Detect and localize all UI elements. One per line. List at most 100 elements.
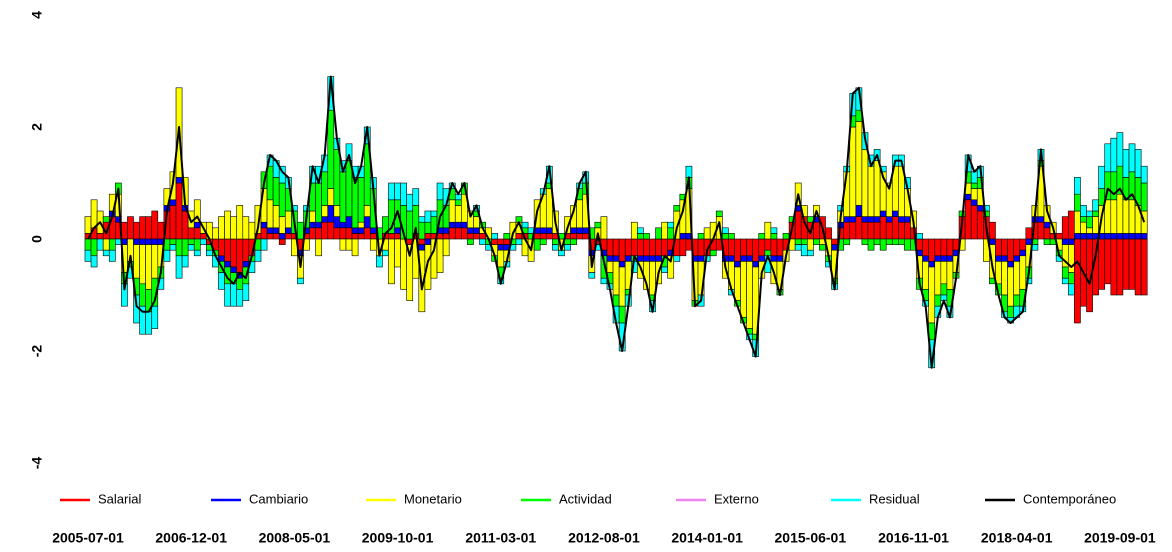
bar-segment <box>260 227 268 240</box>
bar-segment <box>84 249 92 262</box>
x-tick-label: 2006-12-01 <box>155 530 227 546</box>
bar-segment <box>758 255 766 262</box>
bar-segment <box>600 216 608 240</box>
bar-segment <box>363 205 371 217</box>
bar-segment <box>612 255 620 262</box>
bar-segment <box>722 233 729 240</box>
bar-segment <box>394 182 401 201</box>
bar-segment <box>630 238 638 257</box>
bar-segment <box>382 249 389 257</box>
bar-segment <box>424 233 432 240</box>
bar-segment <box>212 227 219 240</box>
bar-segment <box>1001 238 1008 257</box>
bar-segment <box>351 227 359 234</box>
bar-segment <box>831 244 838 251</box>
bar-segment <box>843 221 851 240</box>
bar-segment <box>1104 199 1112 234</box>
bar-segment <box>479 233 486 240</box>
bar-segment <box>1068 210 1075 240</box>
bar-segment <box>758 233 766 240</box>
bar-segment <box>1043 238 1051 245</box>
bar-segment <box>151 238 159 245</box>
bar-segment <box>776 238 784 257</box>
bar-segment <box>1140 182 1148 212</box>
bar-segment <box>564 238 571 245</box>
bar-segment <box>254 249 262 262</box>
bar-segment <box>218 238 225 257</box>
bar-segment <box>1092 216 1099 234</box>
bar-segment <box>867 238 875 251</box>
y-tick-label: 4 <box>29 11 45 19</box>
bar-segment <box>964 193 972 201</box>
bar-segment <box>843 216 851 223</box>
bar-segment <box>461 227 468 240</box>
bar-segment <box>497 244 505 251</box>
bar-segment <box>679 238 687 257</box>
bar-segment <box>315 221 322 229</box>
bar-segment <box>515 238 523 245</box>
bar-segment <box>806 249 814 257</box>
bar-segment <box>922 238 929 257</box>
bar-segment <box>108 238 116 251</box>
bar-segment <box>728 238 735 257</box>
bar-segment <box>946 261 954 290</box>
legend-label: Externo <box>714 491 759 506</box>
bar-segment <box>1019 249 1027 257</box>
bar-segment <box>388 238 395 285</box>
bar-segment <box>376 255 383 268</box>
bar-segment <box>655 227 662 240</box>
bar-segment <box>539 233 547 240</box>
bar-segment <box>1098 238 1106 290</box>
bar-segment <box>224 261 231 268</box>
bar-segment <box>139 238 146 245</box>
bar-segment <box>1110 199 1118 234</box>
bar-segment <box>503 238 511 245</box>
bar-segment <box>637 227 644 234</box>
bar-segment <box>728 233 735 240</box>
bar-segment <box>236 277 244 290</box>
bar-segment <box>448 199 456 223</box>
bar-segment <box>248 221 256 240</box>
bar-segment <box>855 205 863 217</box>
bar-segment <box>703 227 711 240</box>
bar-segment <box>934 238 942 257</box>
bar-segment <box>904 216 911 223</box>
y-tick-label: 0 <box>29 235 45 243</box>
bar-segment <box>297 221 304 240</box>
bar-segment <box>315 227 322 240</box>
x-tick-label: 2016-11-01 <box>878 530 949 546</box>
bar-segment <box>1122 238 1130 290</box>
bar-segment <box>1074 238 1081 324</box>
bar-segment <box>133 221 140 240</box>
bar-segment <box>576 199 584 229</box>
bar-segment <box>673 255 681 262</box>
bar-segment <box>315 238 322 257</box>
x-tick-label: 2011-03-01 <box>465 530 536 546</box>
bar-segment <box>187 238 195 245</box>
bar-segment <box>995 238 1002 257</box>
bar-segment <box>90 255 98 268</box>
bar-segment <box>746 255 753 262</box>
bar-segment <box>1013 255 1021 262</box>
bar-segment <box>867 216 875 223</box>
bar-segment <box>339 171 347 223</box>
bar-segment <box>351 177 359 229</box>
bar-segment <box>612 238 620 257</box>
bar-segment <box>139 216 146 240</box>
bar-segment <box>345 238 353 251</box>
bar-segment <box>102 238 110 251</box>
bar-segment <box>794 238 802 245</box>
bar-segment <box>1134 233 1142 240</box>
y-tick-label: -2 <box>29 345 45 358</box>
bar-segment <box>454 221 462 229</box>
bar-segment <box>722 227 729 234</box>
bar-segment <box>363 216 371 229</box>
bar-segment <box>697 233 705 240</box>
bar-segment <box>102 216 110 223</box>
bar-segment <box>187 244 195 251</box>
bar-segment <box>169 244 177 251</box>
bar-segment <box>885 216 893 223</box>
bar-segment <box>327 221 335 240</box>
bar-segment <box>849 126 857 217</box>
bar-segment <box>230 238 238 268</box>
